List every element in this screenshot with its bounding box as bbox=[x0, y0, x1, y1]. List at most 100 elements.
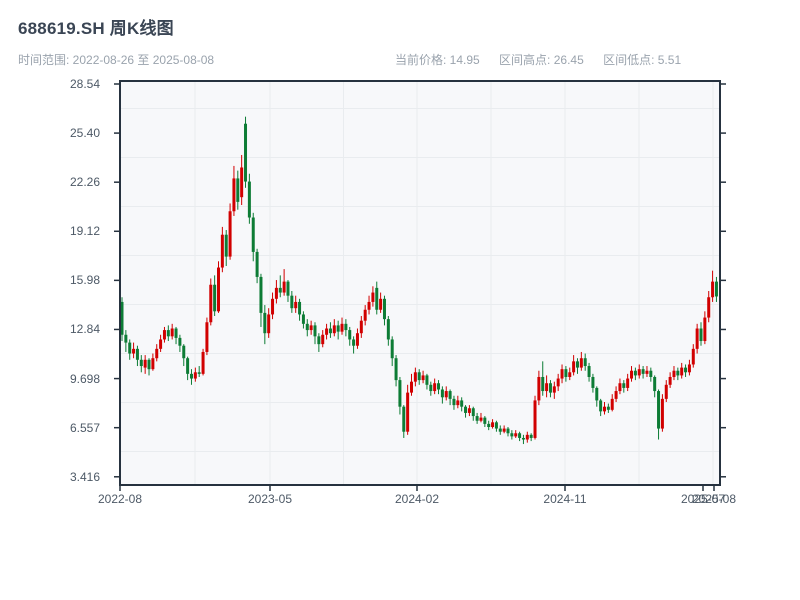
candle bbox=[680, 362, 684, 379]
y-tick-label: 25.40 bbox=[69, 126, 100, 141]
candle bbox=[390, 336, 394, 367]
candle bbox=[205, 317, 209, 356]
candle bbox=[479, 412, 483, 423]
candle bbox=[247, 173, 251, 224]
candle bbox=[599, 398, 603, 417]
candle bbox=[213, 275, 217, 317]
candle bbox=[684, 364, 688, 377]
y-tick-label: 12.84 bbox=[69, 322, 100, 337]
y-tick-label: 6.557 bbox=[69, 420, 100, 435]
candle bbox=[402, 405, 406, 438]
candle bbox=[687, 359, 691, 376]
candle bbox=[521, 434, 525, 445]
candle bbox=[714, 276, 718, 302]
candle bbox=[313, 322, 317, 345]
candle bbox=[618, 378, 622, 395]
candle bbox=[232, 165, 236, 216]
candle bbox=[209, 278, 213, 326]
candle bbox=[348, 326, 352, 346]
candle bbox=[433, 378, 437, 395]
candle bbox=[460, 397, 464, 412]
candle bbox=[541, 361, 545, 396]
candle bbox=[244, 116, 248, 188]
candle bbox=[336, 320, 340, 340]
x-tick-label: 2024-02 bbox=[394, 492, 440, 506]
candle bbox=[359, 316, 363, 338]
candle bbox=[363, 305, 367, 326]
price-stats: 当前价格: 14.95 区间高点: 26.45 区间低点: 5.51 bbox=[395, 51, 697, 68]
candle bbox=[228, 203, 232, 260]
candle bbox=[518, 431, 522, 442]
candle bbox=[676, 367, 680, 381]
candle bbox=[340, 317, 344, 335]
candle bbox=[633, 367, 637, 381]
candle bbox=[456, 395, 460, 409]
candle bbox=[352, 336, 356, 354]
candle bbox=[135, 345, 139, 367]
candle bbox=[132, 342, 136, 359]
candle bbox=[429, 381, 433, 396]
candle bbox=[595, 386, 599, 407]
candle bbox=[382, 295, 386, 326]
candle bbox=[278, 275, 282, 298]
candle bbox=[355, 328, 359, 349]
y-tick-label: 28.54 bbox=[69, 77, 100, 91]
candle bbox=[201, 348, 205, 376]
candle bbox=[139, 355, 143, 373]
candle bbox=[506, 427, 510, 437]
candle bbox=[556, 373, 560, 392]
candle bbox=[425, 373, 429, 390]
x-tick-label: 2023-05 bbox=[247, 492, 293, 506]
candle bbox=[603, 401, 606, 415]
candle bbox=[379, 292, 383, 313]
candle bbox=[548, 380, 552, 398]
candle bbox=[259, 273, 263, 327]
candle bbox=[575, 358, 579, 374]
candle bbox=[444, 386, 448, 401]
date-range-label: 时间范围: 2022-08-26 至 2025-08-08 bbox=[18, 53, 215, 67]
candle bbox=[328, 322, 332, 338]
candle bbox=[653, 375, 657, 398]
candlestick-plot-area bbox=[114, 80, 726, 491]
candle bbox=[371, 286, 375, 307]
candle bbox=[170, 323, 174, 340]
candle bbox=[537, 370, 541, 406]
candle bbox=[325, 323, 329, 340]
candle bbox=[367, 295, 371, 315]
stat-current-price: 当前价格: 14.95 bbox=[395, 53, 480, 67]
candle bbox=[128, 339, 132, 360]
candle bbox=[630, 366, 634, 382]
candle bbox=[305, 319, 309, 337]
candle bbox=[178, 334, 182, 352]
candle bbox=[410, 373, 413, 396]
candle bbox=[375, 281, 379, 315]
candle bbox=[437, 380, 441, 395]
candle bbox=[579, 351, 583, 371]
candle bbox=[159, 334, 163, 352]
x-tick-label: 2025-07 bbox=[680, 492, 726, 506]
candle bbox=[691, 344, 695, 368]
y-tick-label: 22.26 bbox=[69, 175, 100, 190]
candle bbox=[440, 386, 444, 404]
candle bbox=[251, 212, 255, 262]
candle bbox=[321, 330, 325, 348]
candle bbox=[344, 319, 348, 337]
x-tick-label: 2024-11 bbox=[543, 492, 587, 506]
candle bbox=[703, 311, 707, 345]
candle bbox=[236, 170, 240, 210]
candle bbox=[564, 366, 568, 382]
candle bbox=[413, 367, 417, 387]
candle bbox=[294, 295, 298, 313]
candle bbox=[394, 355, 398, 387]
candle bbox=[487, 420, 491, 431]
candle bbox=[560, 364, 564, 384]
y-tick-label: 15.98 bbox=[69, 273, 100, 288]
candle bbox=[189, 369, 193, 385]
page-title: 688619.SH 周K线图 bbox=[18, 19, 174, 38]
candle bbox=[622, 380, 626, 393]
candle bbox=[174, 326, 178, 345]
candle bbox=[197, 366, 201, 377]
candle bbox=[502, 425, 506, 434]
candle bbox=[672, 366, 676, 381]
